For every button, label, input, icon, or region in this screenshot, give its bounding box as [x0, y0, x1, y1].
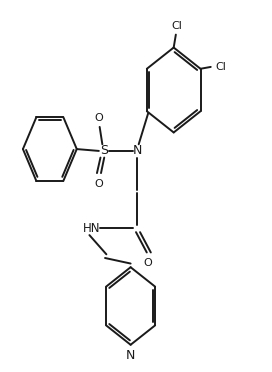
Text: HN: HN	[83, 222, 100, 235]
Text: Cl: Cl	[171, 21, 182, 31]
Text: Cl: Cl	[215, 62, 226, 72]
Text: S: S	[100, 144, 108, 157]
Text: O: O	[94, 113, 103, 123]
Text: N: N	[133, 144, 142, 157]
Text: O: O	[144, 258, 153, 268]
Text: O: O	[94, 179, 103, 189]
Text: N: N	[126, 349, 135, 362]
